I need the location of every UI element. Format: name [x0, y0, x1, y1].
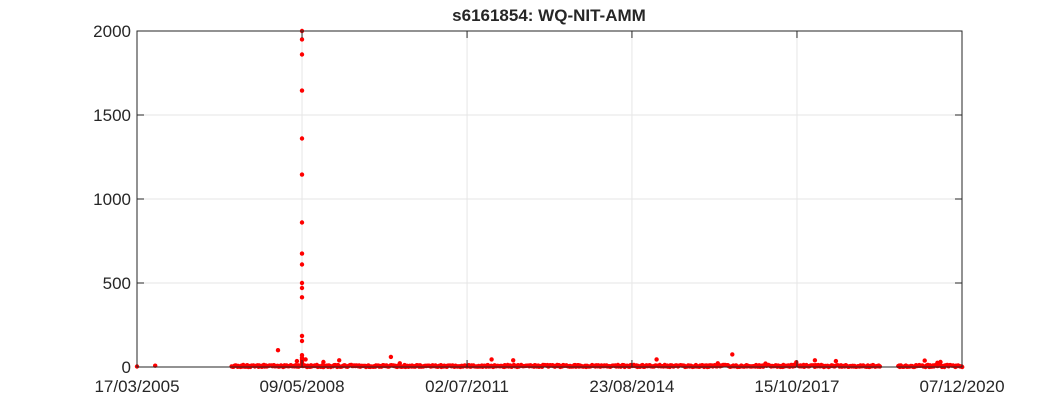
y-tick-label: 500: [103, 274, 131, 293]
data-point: [300, 136, 304, 140]
data-point: [276, 348, 280, 352]
data-point: [337, 358, 341, 362]
data-point: [923, 358, 927, 362]
data-point: [300, 262, 304, 266]
data-point: [300, 52, 304, 56]
data-point: [300, 295, 304, 299]
data-point: [300, 172, 304, 176]
data-point: [300, 220, 304, 224]
data-point: [489, 357, 493, 361]
data-point: [938, 360, 942, 364]
data-point: [389, 355, 393, 359]
data-point: [716, 361, 720, 365]
x-tick-label: 09/05/2008: [259, 377, 344, 396]
data-point: [321, 360, 325, 364]
data-point: [295, 359, 299, 363]
chart-title: s6161854: WQ-NIT-AMM: [452, 6, 646, 25]
x-tick-label: 17/03/2005: [94, 377, 179, 396]
x-tick-label: 23/08/2014: [589, 377, 674, 396]
data-point: [300, 339, 304, 343]
x-tick-label: 15/10/2017: [754, 377, 839, 396]
data-point: [300, 281, 304, 285]
data-point: [730, 352, 734, 356]
data-point: [763, 361, 767, 365]
y-tick-label: 2000: [93, 22, 131, 41]
x-tick-label: 07/12/2020: [919, 377, 1004, 396]
data-point: [654, 357, 658, 361]
data-point: [300, 251, 304, 255]
data-point: [398, 361, 402, 365]
x-tick-label: 02/07/2011: [425, 377, 509, 396]
data-point: [300, 88, 304, 92]
data-point: [511, 358, 515, 362]
data-point: [300, 334, 304, 338]
y-tick-label: 1000: [93, 190, 131, 209]
y-tick-label: 0: [122, 358, 131, 377]
data-point: [813, 358, 817, 362]
data-point: [834, 359, 838, 363]
y-tick-label: 1500: [93, 106, 131, 125]
data-point: [794, 360, 798, 364]
data-point: [300, 286, 304, 290]
